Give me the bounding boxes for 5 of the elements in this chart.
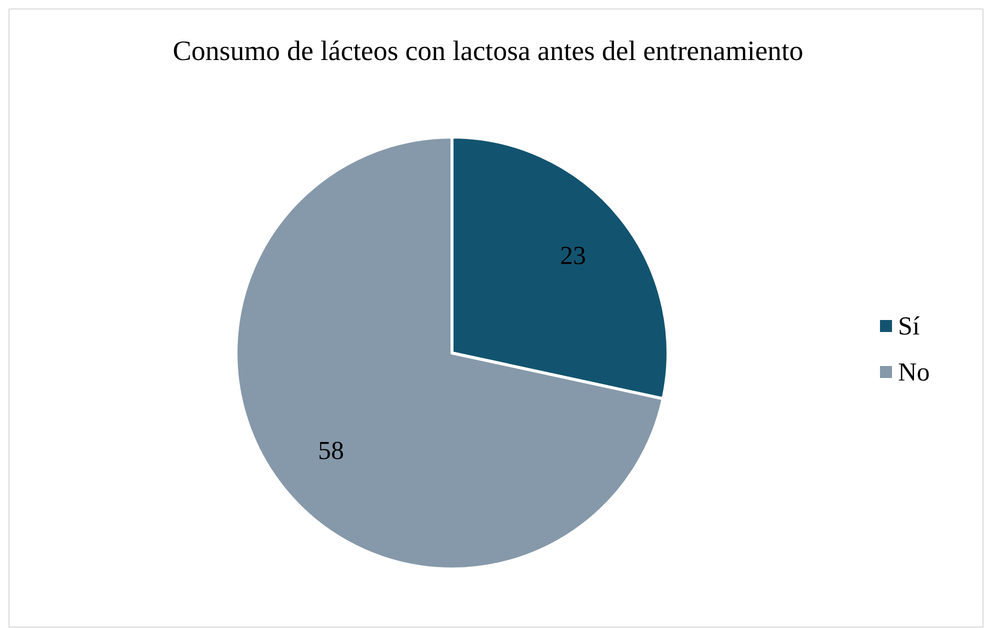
chart-title: Consumo de lácteos con lactosa antes del entrenamiento — [172, 36, 804, 67]
data-label: 23 — [560, 240, 586, 270]
data-label: 58 — [318, 436, 344, 466]
legend-label: No — [898, 358, 930, 386]
legend-label: Sí — [898, 312, 920, 340]
